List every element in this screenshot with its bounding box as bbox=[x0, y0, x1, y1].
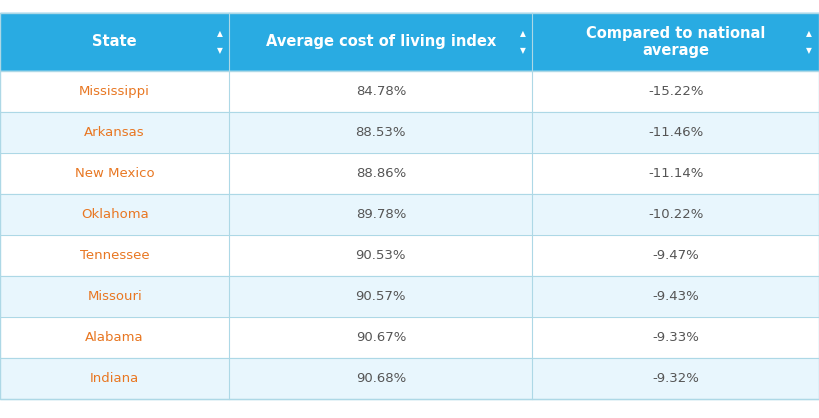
Bar bbox=[0, 71, 229, 112]
Text: ▲: ▲ bbox=[519, 29, 526, 38]
Bar bbox=[229, 235, 532, 276]
Text: -9.33%: -9.33% bbox=[652, 331, 699, 344]
Bar bbox=[532, 153, 819, 194]
Bar bbox=[0, 235, 229, 276]
Bar bbox=[532, 71, 819, 112]
Bar bbox=[532, 276, 819, 317]
Text: Tennessee: Tennessee bbox=[79, 249, 150, 262]
Text: -10.22%: -10.22% bbox=[648, 208, 704, 221]
Text: Missouri: Missouri bbox=[88, 290, 142, 303]
Text: ▼: ▼ bbox=[806, 46, 812, 55]
Bar bbox=[229, 317, 532, 358]
Bar bbox=[532, 13, 819, 71]
Text: 88.86%: 88.86% bbox=[355, 167, 406, 180]
Text: 90.53%: 90.53% bbox=[355, 249, 406, 262]
Text: Oklahoma: Oklahoma bbox=[81, 208, 148, 221]
Text: 84.78%: 84.78% bbox=[355, 85, 406, 98]
Text: Alabama: Alabama bbox=[85, 331, 144, 344]
Bar bbox=[229, 71, 532, 112]
Text: -15.22%: -15.22% bbox=[648, 85, 704, 98]
Bar bbox=[532, 358, 819, 399]
Bar bbox=[0, 194, 229, 235]
Bar bbox=[229, 13, 532, 71]
Text: 90.68%: 90.68% bbox=[355, 372, 406, 385]
Bar bbox=[0, 317, 229, 358]
Text: -9.47%: -9.47% bbox=[652, 249, 699, 262]
Bar bbox=[229, 194, 532, 235]
Text: ▼: ▼ bbox=[216, 46, 223, 55]
Bar bbox=[0, 276, 229, 317]
Text: -11.46%: -11.46% bbox=[648, 126, 704, 139]
Text: Arkansas: Arkansas bbox=[84, 126, 145, 139]
Bar bbox=[532, 235, 819, 276]
Text: ▲: ▲ bbox=[216, 29, 223, 38]
Text: 90.57%: 90.57% bbox=[355, 290, 406, 303]
Text: -9.32%: -9.32% bbox=[652, 372, 699, 385]
Bar bbox=[229, 153, 532, 194]
Text: Indiana: Indiana bbox=[90, 372, 139, 385]
Bar bbox=[229, 276, 532, 317]
Bar bbox=[532, 317, 819, 358]
Text: Compared to national
average: Compared to national average bbox=[586, 25, 766, 58]
Text: -11.14%: -11.14% bbox=[648, 167, 704, 180]
Text: -9.43%: -9.43% bbox=[652, 290, 699, 303]
Text: 89.78%: 89.78% bbox=[355, 208, 406, 221]
Bar bbox=[0, 112, 229, 153]
Text: 88.53%: 88.53% bbox=[355, 126, 406, 139]
Text: 90.67%: 90.67% bbox=[355, 331, 406, 344]
Bar bbox=[229, 358, 532, 399]
Bar bbox=[532, 112, 819, 153]
Text: State: State bbox=[93, 34, 137, 49]
Text: Mississippi: Mississippi bbox=[79, 85, 150, 98]
Text: New Mexico: New Mexico bbox=[75, 167, 155, 180]
Text: ▲: ▲ bbox=[806, 29, 812, 38]
Bar bbox=[532, 194, 819, 235]
Text: Average cost of living index: Average cost of living index bbox=[265, 34, 496, 49]
Bar bbox=[0, 13, 229, 71]
Text: ▼: ▼ bbox=[519, 46, 526, 55]
Bar bbox=[0, 358, 229, 399]
Bar bbox=[229, 112, 532, 153]
Bar bbox=[0, 153, 229, 194]
